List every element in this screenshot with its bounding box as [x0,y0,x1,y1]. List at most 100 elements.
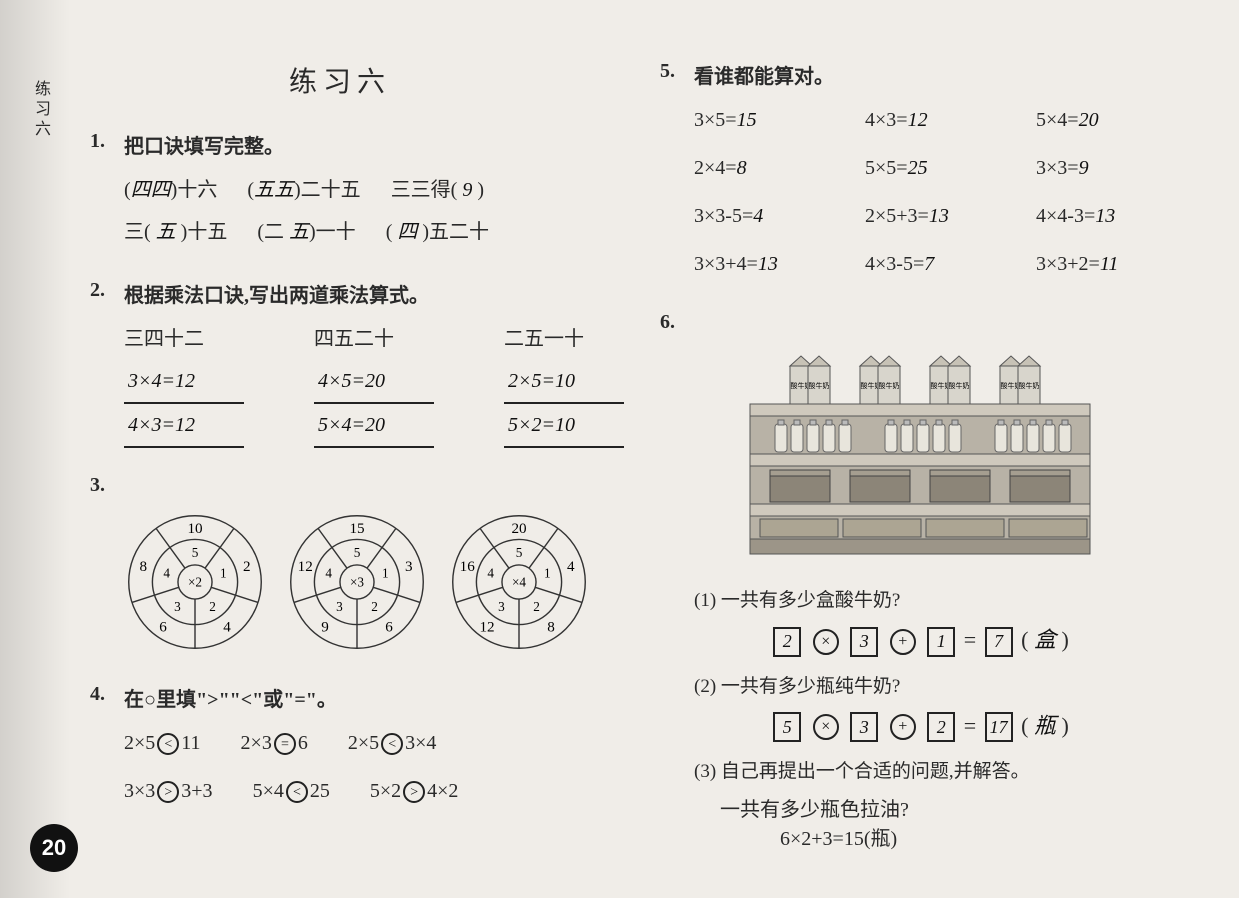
svg-text:5: 5 [192,545,199,560]
svg-text:6: 6 [385,620,393,636]
svg-text:4: 4 [325,566,332,581]
q1-number: 1. [90,130,114,159]
svg-text:酸牛奶: 酸牛奶 [878,381,899,390]
multiplication-wheel: ×3512341536912 [286,507,428,657]
q2-answer: 4×3=12 [124,404,244,448]
q5-item: 2×4=8 [694,147,837,189]
svg-text:4: 4 [487,566,494,581]
shelf-svg: 酸牛奶酸牛奶酸牛奶酸牛奶酸牛奶酸牛奶酸牛奶酸牛奶 [730,344,1110,564]
svg-text:2: 2 [371,599,378,614]
multiplication-wheel: ×45123420481216 [448,507,590,657]
svg-text:8: 8 [547,620,555,636]
q4-item: 5×4<25 [253,770,330,812]
q2-number: 2. [90,279,114,308]
q6-sub1-eq: 2 × 3 + 1 = 7 ( 盒 ) [660,622,1179,657]
svg-text:1: 1 [544,566,551,581]
q4-item: 2×5<3×4 [348,722,437,764]
svg-text:3: 3 [405,559,413,575]
svg-text:15: 15 [349,521,364,537]
svg-text:4: 4 [223,620,231,636]
svg-text:4: 4 [163,566,170,581]
svg-text:1: 1 [220,566,227,581]
q1-fill: 五五 [254,179,294,201]
q1-fill: 四四 [131,179,171,201]
q4-item: 3×3>3+3 [124,770,213,812]
question-3: 3. ×251234102468×3512341536912×451234204… [90,474,590,657]
q2-col: 三四十二 3×4=12 4×3=12 [124,318,264,448]
q5-item: 2×5+3=13 [865,195,1008,237]
svg-text:2: 2 [533,599,540,614]
q2-answer: 5×4=20 [314,404,434,448]
q5-number: 5. [660,60,684,89]
q6-sub3-handa: 6×2+3=15(瓶) [780,822,1179,851]
question-2: 2. 根据乘法口诀,写出两道乘法算式。 三四十二 3×4=12 4×3=12 四… [90,279,590,448]
svg-text:8: 8 [139,559,147,575]
worksheet-page: 练习六 练习六 1. 把口诀填写完整。 (四四)十六 (五五)二十五 三三得( … [0,0,1239,898]
right-column: 5. 看谁都能算对。 3×5=15 4×3=12 5×4=20 2×4=8 5×5=25… [620,0,1239,898]
q1-fill: 五 [289,221,309,243]
svg-text:3: 3 [336,599,343,614]
q5-item: 3×3-5=4 [694,195,837,237]
svg-text:20: 20 [511,521,526,537]
wheel-row: ×251234102468×3512341536912×451234204812… [124,507,590,657]
svg-text:10: 10 [187,521,202,537]
q2-prompt: 根据乘法口诀,写出两道乘法算式。 [124,279,429,308]
q1-prompt: 把口诀填写完整。 [124,130,284,159]
svg-text:1: 1 [382,566,389,581]
q5-item: 3×3=9 [1036,147,1179,189]
q5-item: 4×4-3=13 [1036,195,1179,237]
svg-text:16: 16 [460,559,476,575]
q3-number: 3. [90,474,114,497]
q6-sub1: (1) 一共有多少盒酸牛奶? [694,585,1179,612]
q5-item: 5×5=25 [865,147,1008,189]
svg-text:2: 2 [243,559,251,575]
q5-item: 3×3+4=13 [694,243,837,285]
svg-text:5: 5 [516,545,523,560]
q6-sub3: (3) 自己再提出一个合适的问题,并解答。 [694,756,1179,783]
left-column: 练习六 1. 把口诀填写完整。 (四四)十六 (五五)二十五 三三得( 9 ) … [0,0,620,898]
q5-item: 3×5=15 [694,99,837,141]
q5-item: 5×4=20 [1036,99,1179,141]
q1-row2: 三( 五 )十五 (二 五)一十 ( 四 )五二十 [124,211,590,253]
svg-text:3: 3 [174,599,181,614]
page-title: 练习六 [90,60,590,100]
q5-item: 3×3+2=11 [1036,243,1179,285]
q5-item: 4×3-5=7 [865,243,1008,285]
svg-text:×4: ×4 [512,575,526,590]
q1-fill: 四 [397,221,417,243]
svg-text:9: 9 [321,620,329,636]
q1-fill: 五 [156,221,176,243]
question-5: 5. 看谁都能算对。 3×5=15 4×3=12 5×4=20 2×4=8 5×5=25… [660,60,1179,285]
svg-text:酸牛奶: 酸牛奶 [808,381,829,390]
q6-sub3-handq: 一共有多少瓶色拉油? [720,793,1179,822]
question-1: 1. 把口诀填写完整。 (四四)十六 (五五)二十五 三三得( 9 ) 三( 五… [90,130,590,253]
q4-item: 2×5<11 [124,722,201,764]
q1-fill: 9 [462,179,472,201]
q4-row: 3×3>3+3 5×4<25 5×2>4×2 [124,770,590,812]
q2-answer: 3×4=12 [124,360,244,404]
svg-text:5: 5 [354,545,361,560]
q2-answer: 2×5=10 [504,360,624,404]
shelf-illustration: 酸牛奶酸牛奶酸牛奶酸牛奶酸牛奶酸牛奶酸牛奶酸牛奶 [730,344,1110,569]
q5-grid: 3×5=15 4×3=12 5×4=20 2×4=8 5×5=25 3×3=9 3×3-5=… [694,99,1179,285]
svg-text:12: 12 [479,620,494,636]
q1-row1: (四四)十六 (五五)二十五 三三得( 9 ) [124,169,590,211]
q4-item: 5×2>4×2 [370,770,459,812]
svg-text:3: 3 [498,599,505,614]
q4-row: 2×5<112×3=62×5<3×4 [124,722,590,764]
q2-answer: 5×2=10 [504,404,624,448]
q5-item: 4×3=12 [865,99,1008,141]
question-6: 6. 酸牛奶酸牛奶酸牛奶酸牛奶酸牛奶酸牛奶酸牛奶酸牛奶 [660,311,1179,851]
q6-sub2: (2) 一共有多少瓶纯牛奶? [694,671,1179,698]
q4-prompt: 在○里填">""<"或"="。 [124,683,337,712]
svg-text:酸牛奶: 酸牛奶 [948,381,969,390]
multiplication-wheel: ×251234102468 [124,507,266,657]
q5-prompt: 看谁都能算对。 [694,60,834,89]
q6-number: 6. [660,311,684,334]
svg-text:6: 6 [159,620,167,636]
q2-answer: 4×5=20 [314,360,434,404]
q6-sub2-eq: 5 × 3 + 2 = 17 ( 瓶 ) [660,708,1179,743]
question-4: 4. 在○里填">""<"或"="。 2×5<112×3=62×5<3×43×3… [90,683,590,812]
svg-text:×3: ×3 [350,575,364,590]
svg-text:4: 4 [567,559,575,575]
